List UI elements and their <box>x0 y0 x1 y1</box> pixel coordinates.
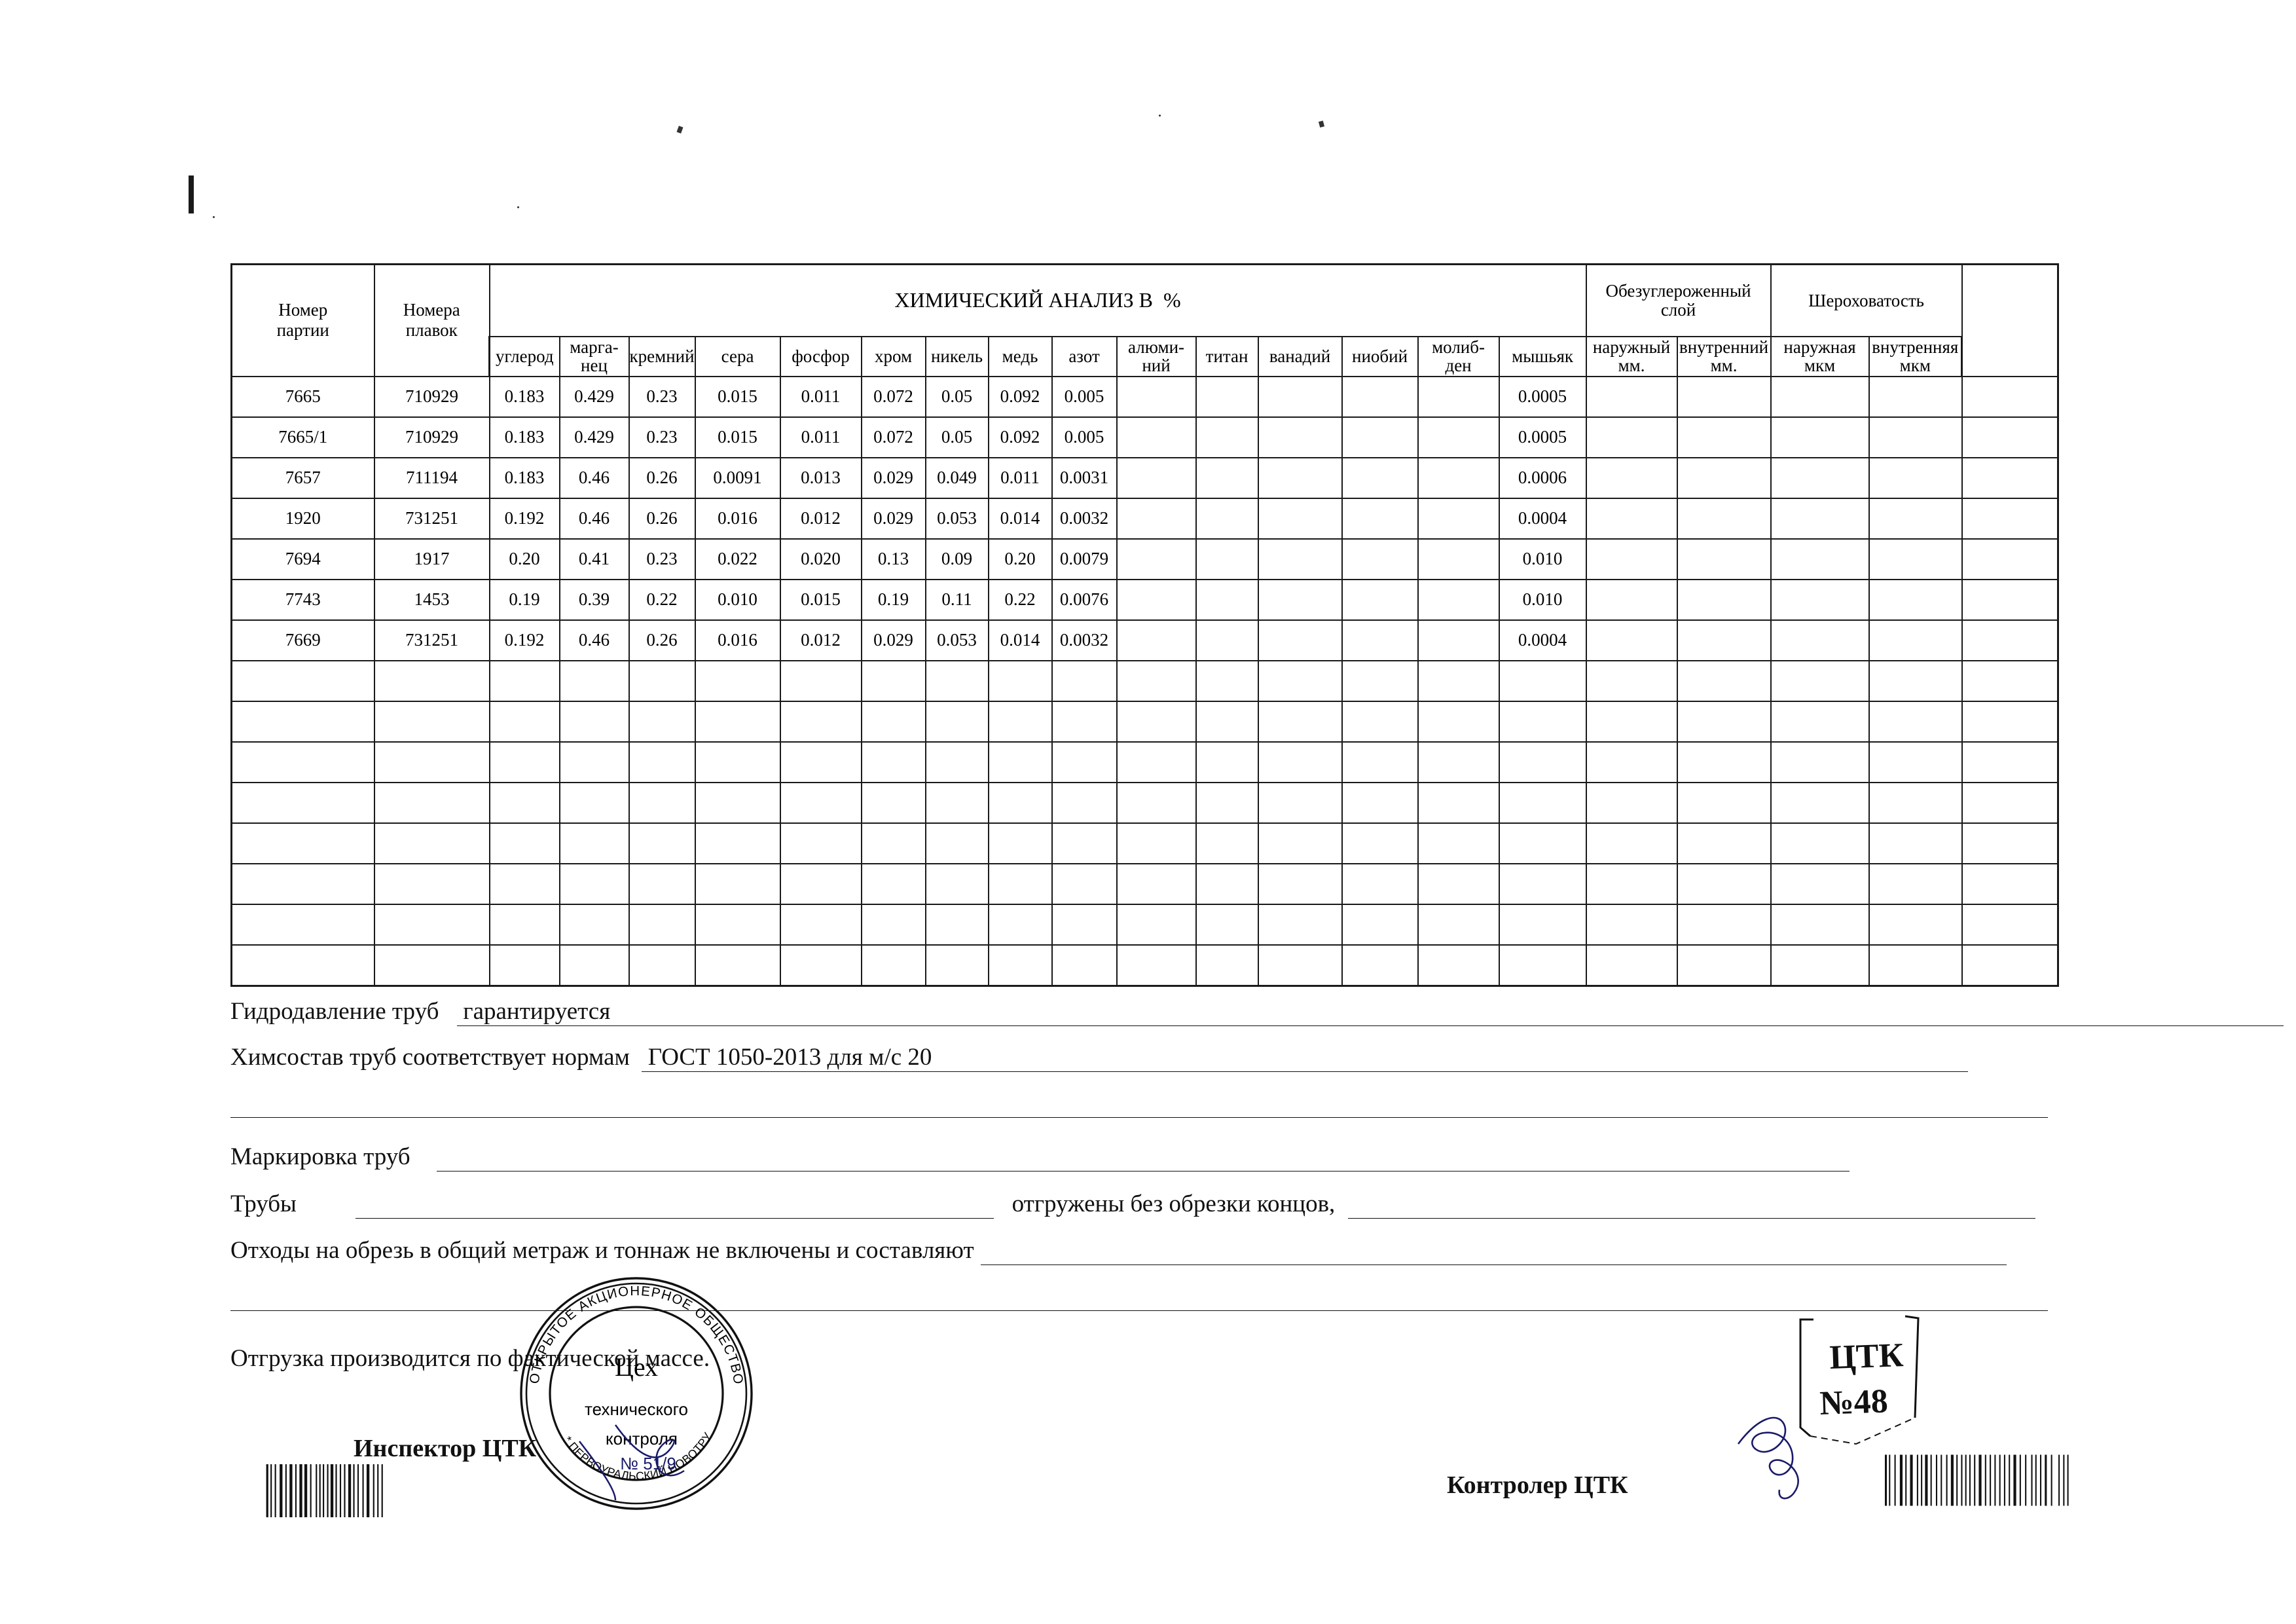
svg-text:технического: технического <box>585 1399 688 1419</box>
svg-text:Цех: Цех <box>615 1352 658 1382</box>
svg-text:ЦТК: ЦТК <box>1829 1337 1904 1376</box>
svg-text:контроля: контроля <box>606 1429 678 1449</box>
